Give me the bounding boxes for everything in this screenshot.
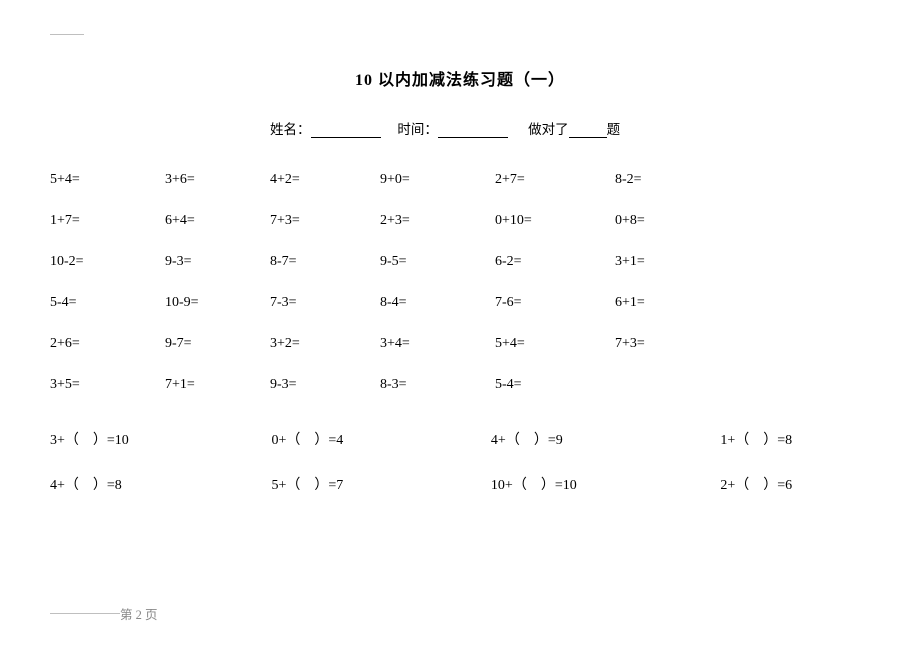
top-rule [50, 34, 84, 35]
problem-cell: 0+（ ）=4 [271, 429, 490, 449]
problem-cell: 8-7= [270, 254, 380, 270]
problem-cell: 9-5= [380, 254, 495, 270]
problem-cell: 9-7= [165, 336, 270, 352]
problem-cell: 3+1= [615, 254, 715, 270]
problem-cell: 5+（ ）=7 [271, 474, 490, 494]
problem-cell: 6+4= [165, 213, 270, 229]
correct-suffix: 题 [607, 122, 621, 137]
problem-cell: 6+1= [615, 295, 715, 311]
problem-cell: 7+3= [270, 213, 380, 229]
page-title: 10 以内加减法练习题（一） [50, 66, 870, 90]
footer-rule [50, 613, 120, 614]
problem-cell: 10-2= [50, 254, 165, 270]
time-blank [438, 124, 508, 138]
problem-cell: 1+（ ）=8 [720, 429, 870, 449]
problem-cell: 8-3= [380, 377, 495, 393]
problem-cell: 5+4= [50, 172, 165, 188]
problem-row: 3+（ ）=10 0+（ ）=4 4+（ ）=9 1+（ ）=8 [50, 429, 870, 449]
problem-cell: 5+4= [495, 336, 615, 352]
problem-cell: 10-9= [165, 295, 270, 311]
problem-cell: 3+6= [165, 172, 270, 188]
problem-row: 5+4= 3+6= 4+2= 9+0= 2+7= 8-2= [50, 172, 870, 188]
worksheet-content: 10 以内加减法练习题（一） 姓名： 时间： 做对了 题 5+4= 3+6= 4+… [0, 0, 920, 494]
problem-cell: 4+2= [270, 172, 380, 188]
problem-cell: 1+7= [50, 213, 165, 229]
problem-cell: 2+7= [495, 172, 615, 188]
problem-cell: 9-3= [270, 377, 380, 393]
problem-cell: 4+（ ）=8 [50, 474, 271, 494]
problem-row: 10-2= 9-3= 8-7= 9-5= 6-2= 3+1= [50, 254, 870, 270]
problem-cell: 4+（ ）=9 [491, 429, 720, 449]
correct-prefix: 做对了 [528, 122, 569, 137]
problem-row: 5-4= 10-9= 7-3= 8-4= 7-6= 6+1= [50, 295, 870, 311]
problem-cell: 2+3= [380, 213, 495, 229]
problem-row: 2+6= 9-7= 3+2= 3+4= 5+4= 7+3= [50, 336, 870, 352]
problem-cell: 2+6= [50, 336, 165, 352]
time-label: 时间： [397, 122, 438, 137]
problem-cell: 5-4= [495, 377, 615, 393]
problem-cell: 2+（ ）=6 [720, 474, 870, 494]
problem-cell: 3+5= [50, 377, 165, 393]
correct-blank [569, 124, 607, 138]
problem-cell: 9+0= [380, 172, 495, 188]
problem-cell: 3+2= [270, 336, 380, 352]
problem-cell: 3+（ ）=10 [50, 429, 271, 449]
problem-cell: 7+1= [165, 377, 270, 393]
problem-cell: 7-6= [495, 295, 615, 311]
problem-cell: 7+3= [615, 336, 715, 352]
problem-cell: 7-3= [270, 295, 380, 311]
problem-cell: 6-2= [495, 254, 615, 270]
problem-cell: 8-2= [615, 172, 715, 188]
name-blank [311, 124, 381, 138]
info-line: 姓名： 时间： 做对了 题 [50, 118, 870, 138]
page-number: 第 2 页 [120, 604, 158, 623]
problem-cell: 0+8= [615, 213, 715, 229]
problem-cell: 9-3= [165, 254, 270, 270]
page-footer: 第 2 页 [50, 604, 158, 623]
problem-row: 4+（ ）=8 5+（ ）=7 10+（ ）=10 2+（ ）=6 [50, 474, 870, 494]
problem-cell: 10+（ ）=10 [491, 474, 720, 494]
problem-cell: 5-4= [50, 295, 165, 311]
problem-cell: 3+4= [380, 336, 495, 352]
problem-cell: 8-4= [380, 295, 495, 311]
problem-row: 3+5= 7+1= 9-3= 8-3= 5-4= [50, 377, 870, 393]
problem-row: 1+7= 6+4= 7+3= 2+3= 0+10= 0+8= [50, 213, 870, 229]
problem-cell: 0+10= [495, 213, 615, 229]
name-label: 姓名： [270, 122, 311, 137]
